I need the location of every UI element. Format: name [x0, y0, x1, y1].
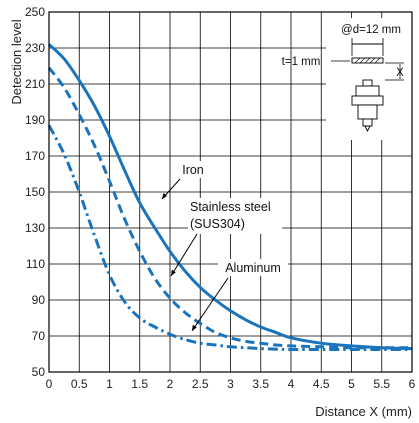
proximity-sensor-icon: [351, 79, 384, 133]
y-tick-label: 210: [25, 77, 45, 91]
stainless-label-line2: (SUS304): [190, 217, 245, 231]
iron-leader-arrow: [162, 193, 167, 199]
series-line-aluminum: [47, 124, 412, 352]
y-tick-label: 190: [25, 113, 45, 127]
series-lines: [47, 43, 413, 352]
y-tick-label: 50: [32, 365, 46, 379]
x-tick-label: 2: [167, 377, 174, 391]
x-tick-label: 4.5: [313, 377, 330, 391]
inset-distance-label: X: [396, 67, 404, 79]
y-axis-label: Detection level: [9, 19, 24, 104]
x-tick-label: 1: [106, 377, 113, 391]
x-tick-labels: 0 0.5 1 1.5 2 2.5 3 3.5 4 4.5 5 5.5 6: [46, 377, 416, 391]
iron-label-bg: [175, 161, 211, 178]
x-tick-label: 4: [288, 377, 295, 391]
y-tick-label: 250: [25, 5, 45, 19]
aluminum-leader-arrow: [192, 324, 197, 331]
y-tick-label: 110: [26, 257, 45, 271]
x-tick-label: 1.5: [131, 377, 148, 391]
aluminum-label: Aluminum: [225, 261, 281, 275]
x-tick-label: 2.5: [192, 377, 209, 391]
stainless-label-line1: Stainless steel: [190, 200, 271, 214]
y-tick-label: 150: [25, 185, 45, 199]
aluminum-label-bg: [218, 259, 288, 276]
stainless-leader-line: [170, 233, 198, 277]
y-tick-label: 130: [25, 221, 45, 235]
series-line-iron: [47, 43, 413, 351]
aluminum-leader-line: [191, 277, 229, 332]
y-tick-label: 70: [32, 329, 46, 343]
plot-frame: [48, 11, 413, 373]
y-tick-labels: 50 70 90 110 130 150 170 190 210 230 250: [25, 5, 45, 379]
y-tick-label: 90: [32, 293, 46, 307]
stainless-leader-arrow: [171, 269, 176, 276]
inset-diameter-label: @d=12 mm: [341, 24, 401, 36]
x-axis-label: Distance X (mm): [315, 404, 412, 419]
stainless-label-bg: [188, 198, 282, 234]
x-tick-label: 0.5: [71, 377, 88, 391]
x-tick-label: 5: [348, 377, 355, 391]
x-tick-label: 3.5: [252, 377, 269, 391]
series-annotations: Iron Stainless steel (SUS304) Aluminum: [161, 161, 288, 332]
x-tick-label: 0: [46, 377, 53, 391]
inset-thickness-label: t=1 mm: [282, 56, 321, 68]
iron-label: Iron: [182, 163, 204, 177]
x-tick-label: 3: [227, 377, 234, 391]
x-tick-label: 6: [409, 377, 416, 391]
y-tick-label: 230: [25, 41, 45, 55]
series-line-stainless-steel-sus304: [47, 66, 413, 350]
x-tick-label: 5.5: [373, 377, 390, 391]
y-tick-label: 170: [25, 149, 45, 163]
sensor-inset-diagram: @d=12 mm t=1 mm X: [282, 18, 412, 140]
target-plate-hatching: [354, 57, 381, 64]
